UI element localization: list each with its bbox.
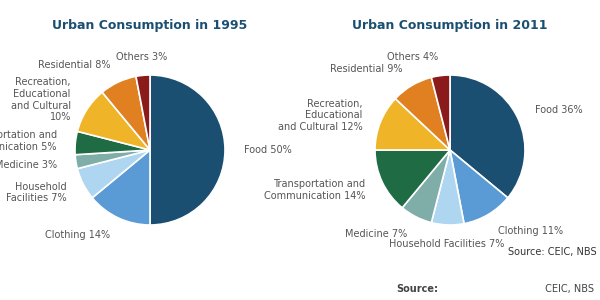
Text: Residential 9%: Residential 9% [330, 64, 402, 74]
Text: Source:: Source: [396, 284, 438, 294]
Title: Urban Consumption in 1995: Urban Consumption in 1995 [52, 19, 248, 32]
Wedge shape [375, 99, 450, 150]
Wedge shape [102, 76, 150, 150]
Wedge shape [375, 150, 450, 208]
Wedge shape [431, 75, 450, 150]
Text: Others 4%: Others 4% [387, 52, 438, 62]
Text: Clothing 14%: Clothing 14% [45, 230, 110, 240]
Wedge shape [450, 150, 508, 224]
Text: Clothing 11%: Clothing 11% [498, 226, 563, 236]
Text: Food 50%: Food 50% [244, 145, 292, 155]
Text: Source: CEIC, NBS: Source: CEIC, NBS [508, 247, 596, 256]
Wedge shape [450, 75, 525, 198]
Wedge shape [92, 150, 150, 225]
Text: Food 36%: Food 36% [535, 105, 583, 115]
Wedge shape [402, 150, 450, 223]
Text: Transportation and
Communication 5%: Transportation and Communication 5% [0, 130, 56, 152]
Text: Medicine 7%: Medicine 7% [345, 229, 407, 238]
Text: Household Facilities 7%: Household Facilities 7% [389, 239, 505, 249]
Text: Recreation,
Educational
and Cultural 12%: Recreation, Educational and Cultural 12% [278, 99, 363, 132]
Title: Urban Consumption in 2011: Urban Consumption in 2011 [352, 19, 548, 32]
Wedge shape [75, 150, 150, 169]
Text: Others 3%: Others 3% [116, 52, 167, 62]
Wedge shape [75, 131, 150, 155]
Wedge shape [136, 75, 150, 150]
Text: Residential 8%: Residential 8% [38, 60, 110, 70]
Text: Medicine 3%: Medicine 3% [0, 160, 58, 170]
Text: Recreation,
Educational
and Cultural
10%: Recreation, Educational and Cultural 10% [11, 77, 71, 122]
Wedge shape [150, 75, 225, 225]
Wedge shape [431, 150, 464, 225]
Wedge shape [395, 77, 450, 150]
Text: CEIC, NBS: CEIC, NBS [542, 284, 594, 294]
Wedge shape [77, 150, 150, 198]
Wedge shape [77, 92, 150, 150]
Text: Household
Facilities 7%: Household Facilities 7% [6, 182, 67, 203]
Text: Transportation and
Communication 14%: Transportation and Communication 14% [263, 179, 365, 201]
